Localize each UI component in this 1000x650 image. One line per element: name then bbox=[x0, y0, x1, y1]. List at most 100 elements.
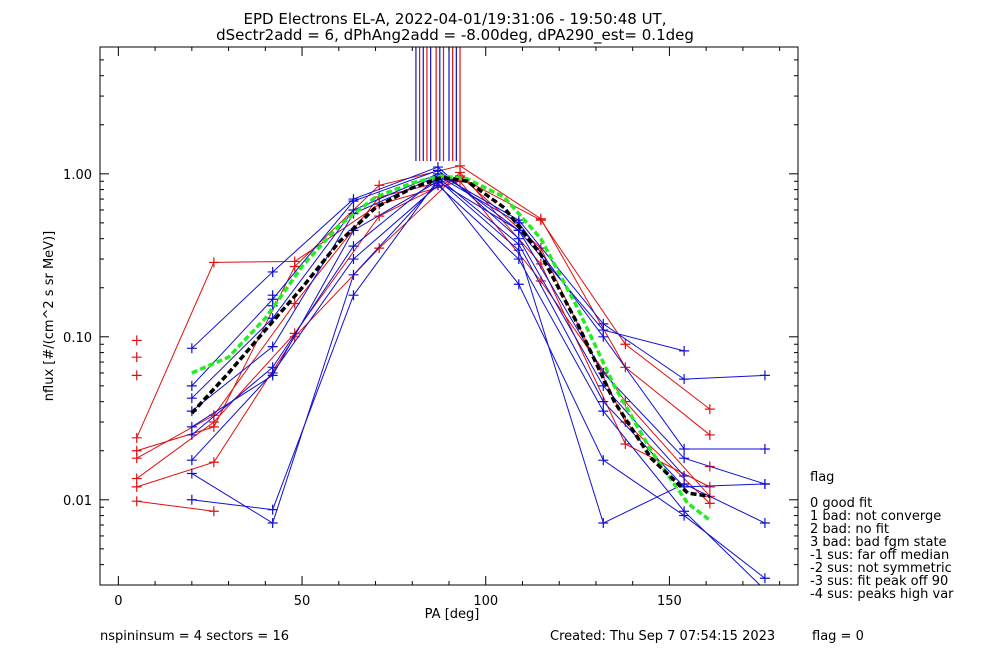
data-point-5-0 bbox=[131, 432, 142, 443]
data-point-16-7 bbox=[759, 370, 770, 381]
legend-item: -4 sus: peaks high var bbox=[810, 587, 954, 602]
series-red-0-line bbox=[136, 500, 214, 512]
data-point-4-3 bbox=[374, 180, 385, 191]
data-point-10-7 bbox=[759, 518, 770, 529]
legend-item: -2 sus: not symmetric bbox=[810, 561, 952, 576]
series-red-2-line bbox=[136, 175, 711, 504]
data-point-1-7 bbox=[704, 481, 715, 492]
data-point-12-2 bbox=[348, 254, 359, 265]
data-point-11-0 bbox=[186, 468, 197, 479]
data-point-2-3 bbox=[374, 211, 385, 222]
series-red-1-line bbox=[136, 171, 711, 488]
legend-item: -3 sus: fit peak off 90 bbox=[810, 574, 948, 589]
data-point-10-0 bbox=[186, 494, 197, 505]
data-point-13-5 bbox=[598, 396, 609, 407]
footer-created: Created: Thu Sep 7 07:54:15 2023 bbox=[550, 629, 775, 644]
data-point-18-0 bbox=[186, 343, 197, 354]
data-point-18-6 bbox=[679, 470, 690, 481]
data-point-19-0 bbox=[267, 290, 278, 301]
y-axis-label: nflux [#/(cm^2 s sr MeV)] bbox=[42, 231, 57, 401]
legend-item: 2 bad: no fit bbox=[810, 522, 889, 537]
data-point-12-4 bbox=[513, 254, 524, 265]
data-point-3-2 bbox=[289, 298, 300, 309]
data-point-18-4 bbox=[513, 233, 524, 244]
data-point-15-6 bbox=[679, 443, 690, 454]
data-point-17-5 bbox=[598, 325, 609, 336]
data-point-1-1 bbox=[208, 457, 219, 468]
y-tick-label: 1.00 bbox=[63, 168, 92, 183]
data-point-14-7 bbox=[759, 478, 770, 489]
x-tick-label: 0 bbox=[114, 594, 122, 609]
data-point-14-1 bbox=[267, 370, 278, 381]
x-tick-label: 100 bbox=[473, 594, 498, 609]
data-point-14-0 bbox=[186, 421, 197, 432]
data-point-8-0 bbox=[131, 370, 142, 381]
legend-item: 3 bad: bad fgm state bbox=[810, 535, 947, 550]
series-blue-12-line bbox=[191, 184, 761, 585]
data-point-11-7 bbox=[759, 573, 770, 584]
series-blue-10-line bbox=[191, 178, 766, 524]
data-point-10-2 bbox=[348, 290, 359, 301]
fit-curve-black bbox=[190, 175, 711, 499]
data-point-11-1 bbox=[267, 518, 278, 529]
data-point-2-0 bbox=[131, 473, 142, 484]
legend-title: flag bbox=[810, 470, 834, 485]
legend-item: -1 sus: far off median bbox=[810, 548, 949, 563]
data-point-0-1 bbox=[208, 506, 219, 517]
data-point-12-5 bbox=[598, 406, 609, 417]
x-tick-label: 150 bbox=[657, 594, 682, 609]
data-point-4-5 bbox=[535, 213, 546, 224]
data-point-0-0 bbox=[131, 496, 142, 507]
x-axis-label: PA [deg] bbox=[425, 607, 480, 622]
fit-curve-green bbox=[191, 174, 711, 522]
footer-flag: flag = 0 bbox=[812, 629, 864, 644]
data-point-18-1 bbox=[267, 266, 278, 277]
series-red-3-line bbox=[136, 176, 711, 459]
data-point-5-2 bbox=[289, 256, 300, 267]
data-point-4-0 bbox=[131, 445, 142, 456]
data-point-13-2 bbox=[348, 241, 359, 252]
data-point-17-0 bbox=[186, 380, 197, 391]
series-blue-16-line bbox=[191, 173, 765, 399]
data-point-1-0 bbox=[131, 481, 142, 492]
data-point-15-7 bbox=[759, 443, 770, 454]
series-blue-15-line bbox=[191, 175, 765, 450]
legend: flag 0 good fit 1 bad: not converge 2 ba… bbox=[810, 470, 954, 602]
data-point-12-0 bbox=[186, 455, 197, 466]
data-point-17-6 bbox=[679, 345, 690, 356]
chart-title-line1: EPD Electrons EL-A, 2022-04-01/19:31:06 … bbox=[244, 10, 667, 28]
data-point-4-1 bbox=[208, 421, 219, 432]
data-point-10-5 bbox=[598, 518, 609, 529]
data-point-5-1 bbox=[208, 257, 219, 268]
data-point-16-0 bbox=[186, 393, 197, 404]
data-point-12-7 bbox=[764, 584, 766, 585]
plot-data-area bbox=[131, 47, 770, 585]
data-point-12-6 bbox=[679, 506, 690, 517]
footer-spin-info: nspininsum = 4 sectors = 16 bbox=[100, 629, 289, 644]
series-blue-14-line bbox=[191, 180, 766, 485]
x-tick-label: 50 bbox=[294, 594, 311, 609]
data-point-11-5 bbox=[598, 455, 609, 466]
data-point-7-0 bbox=[131, 352, 142, 363]
data-point-3-6 bbox=[620, 339, 631, 350]
chart-title-line2: dSectr2add = 6, dPhAng2add = -8.00deg, d… bbox=[216, 26, 694, 45]
legend-item: 1 bad: not converge bbox=[810, 509, 941, 524]
axis-ticks: 0 50 100 150 0.01 0.10 1.00 bbox=[63, 46, 798, 609]
data-point-10-1 bbox=[267, 504, 278, 515]
data-point-4-7 bbox=[704, 429, 715, 440]
series-red-4-line bbox=[136, 165, 711, 452]
data-point-18-3 bbox=[432, 162, 443, 173]
data-point-14-6 bbox=[679, 453, 690, 464]
data-point-11-2 bbox=[348, 269, 359, 280]
data-point-15-1 bbox=[267, 341, 278, 352]
data-point-11-4 bbox=[513, 279, 524, 290]
data-point-6-0 bbox=[131, 335, 142, 346]
data-point-1-3 bbox=[374, 243, 385, 254]
data-point-3-7 bbox=[704, 404, 715, 415]
series-blue-13-line bbox=[191, 176, 765, 488]
data-point-1-6 bbox=[620, 438, 631, 449]
y-tick-label: 0.01 bbox=[63, 494, 92, 509]
data-point-16-6 bbox=[679, 374, 690, 385]
data-point-18-2 bbox=[348, 194, 359, 205]
